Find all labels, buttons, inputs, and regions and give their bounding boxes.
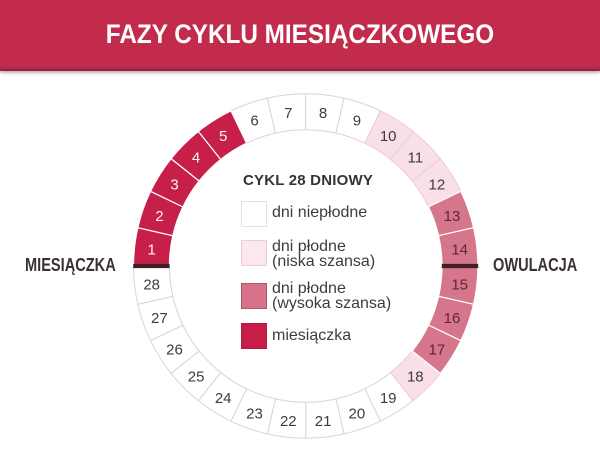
svg-text:28: 28 — [143, 276, 160, 293]
svg-text:25: 25 — [188, 369, 205, 386]
svg-text:13: 13 — [444, 208, 461, 225]
svg-text:19: 19 — [380, 390, 397, 407]
svg-text:24: 24 — [215, 390, 232, 407]
svg-text:8: 8 — [319, 105, 327, 122]
svg-text:26: 26 — [166, 342, 183, 359]
svg-text:12: 12 — [429, 177, 446, 194]
svg-text:21: 21 — [315, 413, 332, 430]
svg-text:22: 22 — [280, 413, 297, 430]
svg-text:10: 10 — [380, 128, 397, 145]
svg-text:20: 20 — [349, 405, 366, 422]
svg-text:4: 4 — [192, 149, 200, 166]
svg-text:9: 9 — [353, 113, 361, 130]
svg-text:14: 14 — [451, 242, 468, 259]
svg-text:3: 3 — [170, 177, 178, 194]
svg-text:11: 11 — [408, 149, 424, 166]
svg-text:5: 5 — [219, 128, 227, 145]
svg-text:18: 18 — [407, 369, 424, 386]
svg-text:2: 2 — [155, 208, 163, 225]
svg-text:1: 1 — [148, 242, 156, 259]
svg-text:16: 16 — [444, 310, 461, 327]
svg-text:17: 17 — [429, 342, 446, 359]
svg-text:15: 15 — [451, 276, 468, 293]
svg-text:7: 7 — [284, 105, 292, 122]
svg-text:27: 27 — [151, 310, 168, 327]
svg-text:23: 23 — [246, 405, 263, 422]
svg-text:6: 6 — [250, 113, 258, 130]
